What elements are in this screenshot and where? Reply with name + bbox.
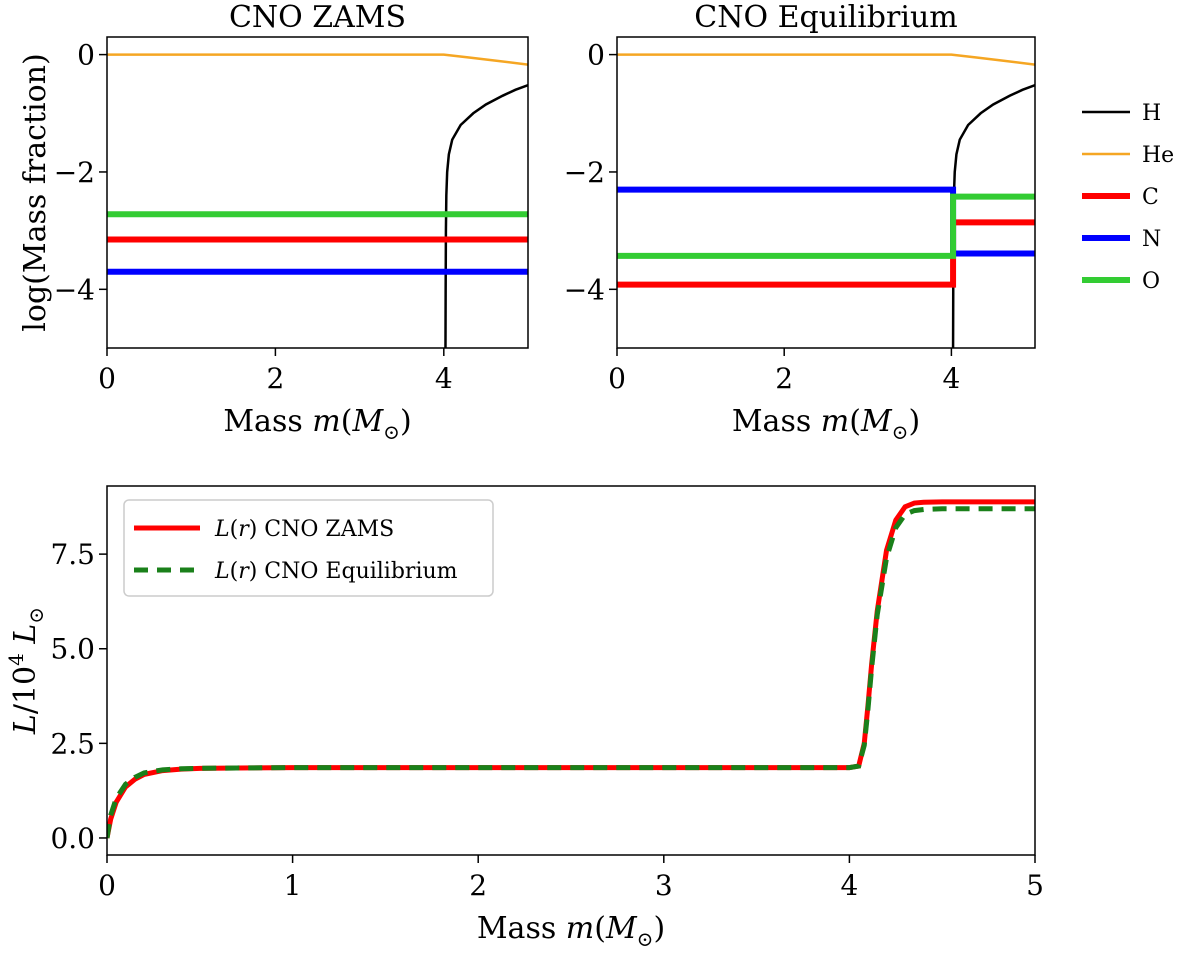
legend-label-he: He — [1142, 143, 1174, 168]
x-tick-label: 5 — [1026, 869, 1044, 902]
x-tick-label: 3 — [655, 869, 673, 902]
x-tick-label: 2 — [266, 362, 284, 395]
legend-label-equilibrium: L(r) CNO Equilibrium — [214, 559, 458, 584]
y-tick-label: −4 — [564, 273, 605, 306]
y-tick-label: −4 — [54, 273, 95, 306]
series-line-he — [617, 53, 1035, 66]
y-tick-label: −2 — [54, 156, 95, 189]
legend-top: H He CNO — [1082, 101, 1174, 294]
y-tick-label: 0 — [587, 39, 605, 72]
legend-label-c: C — [1142, 185, 1159, 210]
x-tick-label: 2 — [469, 869, 487, 902]
plot-frame — [106, 36, 529, 349]
x-tick-label: 0 — [608, 362, 626, 395]
series-line-l-r-cno-equilibrium — [107, 506, 1035, 839]
x-tick-label: 0 — [98, 362, 116, 395]
y-tick-label: −2 — [564, 156, 605, 189]
legend-frame — [123, 499, 494, 597]
series-line-he — [107, 53, 528, 66]
subplot-1: 0 2 4 0 −2 −4 CNO ZAMS Mass m(M⊙) log(Mass fract… — [18, 0, 529, 444]
series-line-o — [617, 193, 1035, 259]
x-axis-label: Mass m(M⊙) — [732, 404, 920, 444]
series-group — [107, 499, 1035, 839]
y-axis-label: L/104 L⊙ — [4, 607, 48, 735]
plot-frame — [106, 485, 1036, 856]
legend-bottom: L(r) CNO ZAMS L(r) CNO Equilibrium — [123, 499, 494, 597]
y-axis-label: log(Mass fraction) — [18, 53, 53, 331]
series-group — [107, 53, 528, 348]
y-tick-label: 2.5 — [50, 727, 95, 760]
chart-title: CNO ZAMS — [229, 0, 406, 35]
y-tick-label: 7.5 — [50, 538, 95, 571]
series-group — [617, 53, 1035, 348]
subplot-3: 0 1 2 3 4 5 0.0 2.5 5.0 7.5 Mass m(M⊙) L/104 L⊙ — [4, 485, 1044, 951]
x-tick-label: 2 — [775, 362, 793, 395]
subplot-2: 0 2 4 0 −2 −4 CNO Equilibrium Mass m(M⊙) — [564, 0, 1036, 444]
x-tick-label: 4 — [840, 869, 858, 902]
x-axis-label: Mass m(M⊙) — [223, 404, 411, 444]
plot-frame — [616, 36, 1036, 349]
series-line-h — [951, 83, 1035, 348]
y-tick-label: 0.0 — [50, 822, 95, 855]
x-axis-label: Mass m(M⊙) — [477, 911, 665, 951]
x-tick-label: 4 — [942, 362, 960, 395]
x-tick-label: 4 — [435, 362, 453, 395]
legend-label-zams: L(r) CNO ZAMS — [214, 517, 394, 542]
y-tick-label: 5.0 — [50, 633, 95, 666]
legend-label-h: H — [1142, 101, 1161, 126]
x-tick-label: 0 — [98, 869, 116, 902]
x-tick-label: 1 — [284, 869, 302, 902]
legend-label-n: N — [1142, 227, 1161, 252]
series-line-h — [444, 83, 528, 348]
legend-label-o: O — [1142, 269, 1160, 294]
y-tick-label: 0 — [77, 39, 95, 72]
chart-title: CNO Equilibrium — [694, 0, 957, 35]
